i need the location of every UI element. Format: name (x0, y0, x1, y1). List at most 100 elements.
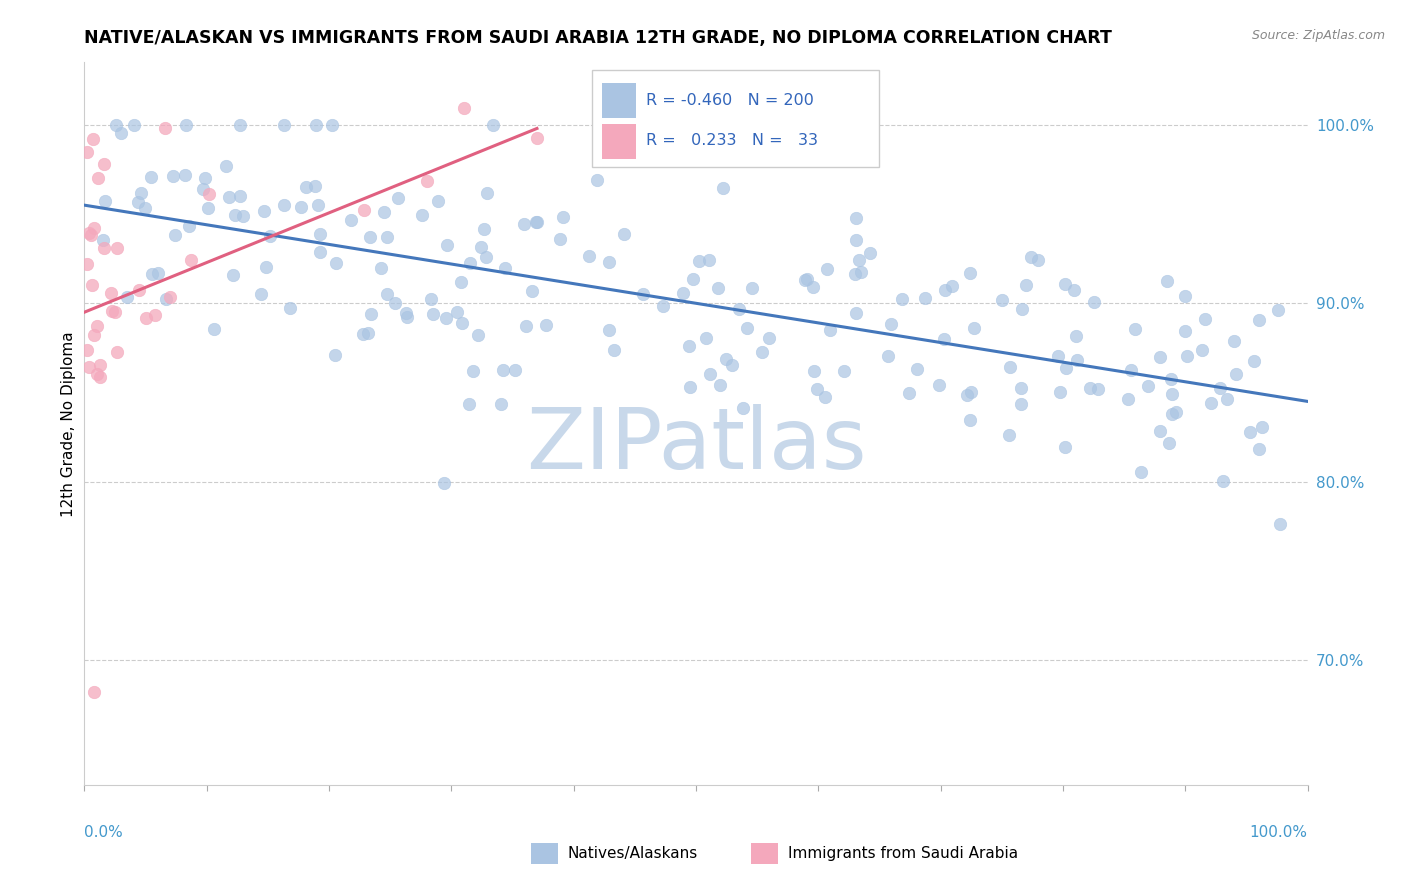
Point (801, 280, 824, 294)
Point (309, 244, 332, 259)
Point (446, 305, 468, 319)
Point (83, 220, 105, 235)
Text: Source: ZipAtlas.com: Source: ZipAtlas.com (1251, 29, 1385, 42)
Text: 0.0%: 0.0% (84, 825, 124, 839)
Point (290, 200, 312, 214)
FancyBboxPatch shape (592, 70, 880, 167)
Point (370, 260, 392, 275)
Point (526, 215, 548, 229)
Point (458, 256, 481, 270)
Point (450, 316, 472, 330)
Point (141, 267, 163, 281)
Point (793, 273, 815, 287)
Point (1249, 442, 1271, 457)
Point (472, 222, 495, 236)
Point (105, 242, 128, 256)
Point (278, 301, 301, 315)
Point (470, 240, 492, 254)
Point (806, 382, 828, 396)
Point (89, 370, 111, 384)
Point (162, 169, 184, 184)
Point (253, 203, 276, 218)
Point (155, 121, 177, 136)
Point (373, 204, 395, 219)
Point (105, 118, 128, 132)
Point (115, 291, 138, 305)
Point (1130, 465, 1153, 479)
Point (1194, 311, 1216, 326)
Point (1212, 474, 1234, 488)
Point (1225, 368, 1247, 382)
Point (672, 286, 695, 301)
Point (259, 229, 281, 244)
Point (294, 180, 316, 194)
Point (419, 292, 441, 306)
Point (1118, 392, 1140, 406)
Point (76, 256, 98, 270)
Point (603, 343, 626, 358)
Point (202, 321, 225, 335)
Point (395, 310, 418, 324)
Point (998, 360, 1021, 375)
Text: NATIVE/ALASKAN VS IMMIGRANTS FROM SAUDI ARABIA 12TH GRADE, NO DIPLOMA CORRELATIO: NATIVE/ALASKAN VS IMMIGRANTS FROM SAUDI … (84, 29, 1112, 47)
Point (709, 377, 731, 392)
Point (526, 131, 548, 145)
Point (1161, 387, 1184, 401)
Point (309, 227, 332, 241)
Point (751, 345, 773, 359)
Point (197, 186, 219, 201)
FancyBboxPatch shape (531, 843, 558, 864)
Point (491, 397, 513, 411)
Point (224, 208, 246, 222)
Point (849, 265, 872, 279)
Point (1175, 349, 1198, 363)
Point (148, 266, 170, 280)
Point (174, 169, 197, 183)
Point (522, 284, 544, 298)
Text: R =   0.233   N =   33: R = 0.233 N = 33 (645, 133, 818, 148)
Point (679, 380, 702, 394)
Point (375, 230, 398, 244)
Point (110, 126, 132, 140)
Point (1149, 350, 1171, 364)
Point (651, 299, 673, 313)
Point (741, 281, 763, 295)
Point (848, 252, 870, 267)
Point (129, 186, 152, 201)
Point (845, 211, 868, 226)
FancyBboxPatch shape (602, 124, 636, 159)
Point (79, 226, 101, 240)
Point (844, 267, 866, 281)
Point (960, 385, 983, 400)
Y-axis label: 12th Grade, No Diploma: 12th Grade, No Diploma (60, 331, 76, 516)
Point (475, 186, 498, 200)
Point (844, 306, 866, 320)
Point (578, 249, 600, 263)
Point (814, 390, 837, 404)
Point (321, 118, 343, 132)
Point (463, 363, 485, 377)
Point (1123, 322, 1146, 336)
Point (688, 254, 710, 268)
Point (387, 191, 409, 205)
Point (93, 157, 115, 171)
Point (107, 345, 129, 359)
Point (735, 320, 758, 334)
Point (135, 311, 157, 326)
Point (1156, 274, 1178, 288)
Point (633, 287, 655, 301)
Point (702, 118, 724, 132)
Point (453, 101, 475, 115)
Point (232, 209, 254, 223)
Point (678, 339, 700, 353)
Point (815, 262, 838, 277)
Point (191, 182, 214, 196)
Point (991, 293, 1014, 307)
Point (1137, 379, 1160, 393)
Point (450, 275, 472, 289)
Point (357, 326, 380, 340)
Point (818, 323, 841, 337)
Point (427, 194, 450, 208)
Point (384, 296, 406, 310)
Point (845, 234, 868, 248)
